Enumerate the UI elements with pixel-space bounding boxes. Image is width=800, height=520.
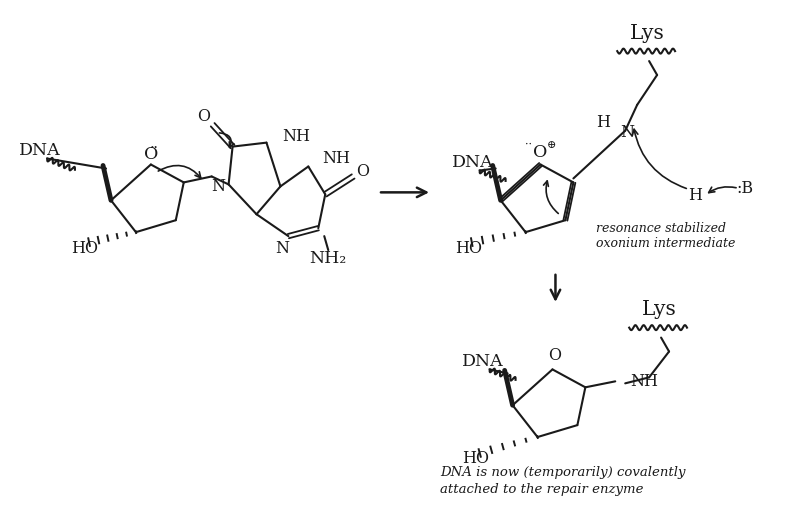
Text: resonance stabilized: resonance stabilized — [596, 222, 726, 235]
Text: Lys: Lys — [642, 300, 677, 319]
Text: DNA: DNA — [452, 154, 494, 171]
Text: NH: NH — [322, 150, 350, 167]
Text: DNA is now (temporarily) covalently: DNA is now (temporarily) covalently — [440, 466, 686, 479]
Text: NH: NH — [630, 373, 658, 390]
Text: O: O — [534, 144, 548, 161]
FancyArrowPatch shape — [158, 165, 201, 178]
FancyArrowPatch shape — [219, 133, 234, 147]
FancyArrowPatch shape — [709, 187, 736, 192]
Text: O: O — [356, 163, 369, 180]
Text: Ö: Ö — [144, 146, 158, 163]
Text: DNA: DNA — [462, 353, 503, 370]
Text: Lys: Lys — [630, 24, 665, 43]
Text: H: H — [596, 114, 610, 131]
FancyArrowPatch shape — [543, 181, 558, 214]
Text: oxonium intermediate: oxonium intermediate — [596, 237, 736, 250]
FancyArrowPatch shape — [633, 129, 686, 188]
Text: DNA: DNA — [19, 142, 61, 159]
Text: attached to the repair enzyme: attached to the repair enzyme — [440, 483, 643, 496]
Text: ⊕: ⊕ — [546, 139, 556, 150]
Text: N: N — [212, 178, 226, 195]
Text: H: H — [688, 187, 702, 204]
Text: N: N — [275, 240, 290, 256]
Text: NH: NH — [282, 128, 310, 145]
Text: O: O — [197, 108, 210, 125]
Text: HO: HO — [71, 240, 98, 256]
Text: HO: HO — [462, 450, 489, 467]
Text: O: O — [548, 347, 561, 364]
Text: NH₂: NH₂ — [310, 250, 347, 267]
Text: N: N — [620, 124, 634, 141]
Text: :B: :B — [737, 180, 754, 197]
Text: HO: HO — [455, 240, 482, 256]
Text: ··: ·· — [525, 139, 532, 150]
